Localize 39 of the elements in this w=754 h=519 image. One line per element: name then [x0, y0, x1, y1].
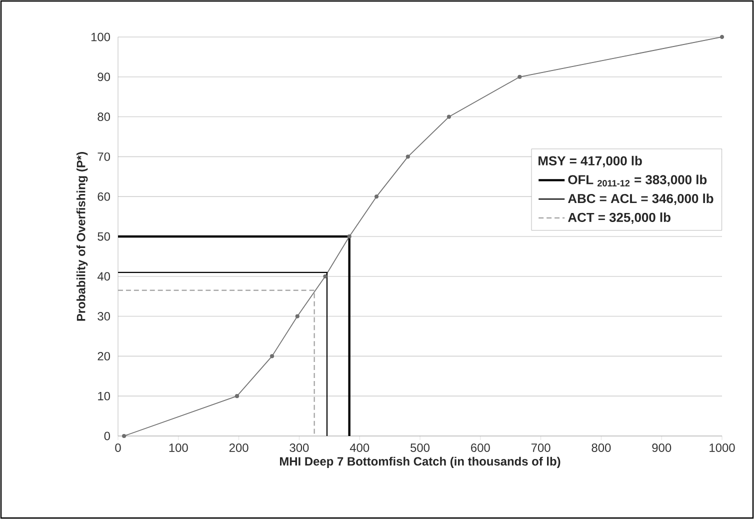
y-tick-label: 30	[98, 312, 110, 321]
y-tick-label: 10	[98, 392, 110, 400]
x-tick-label: 900	[652, 444, 672, 452]
x-tick-label: 600	[471, 444, 490, 452]
y-axis-title: Probability of Overfishing (P*)	[76, 152, 88, 321]
point	[406, 154, 410, 159]
point	[446, 114, 452, 119]
y-tick-label: 0	[104, 432, 110, 440]
x-tick-label: 300	[290, 444, 309, 452]
x-tick-label: 0	[115, 444, 121, 452]
y-tick-label: 60	[98, 192, 110, 201]
point	[122, 434, 126, 438]
y-tick-label: 20	[98, 352, 110, 360]
y-tick-label: 50	[98, 232, 110, 241]
x-tick-label: 800	[592, 444, 611, 452]
x-tick-label: 200	[229, 444, 248, 452]
point	[323, 274, 328, 278]
y-tick-label: 100	[91, 32, 110, 42]
x-tick-label: 400	[350, 444, 370, 452]
point	[374, 194, 379, 199]
x-axis-title: MHI Deep 7 Bottomfish Catch (in thousands of lb)	[280, 456, 560, 468]
x-tick-label: 100	[169, 444, 188, 452]
legend-title: MSY = 417,000 lb	[538, 156, 642, 168]
legend-label: ABC = ACL = 346,000 lb	[568, 194, 714, 206]
y-tick-label: 90	[98, 72, 110, 82]
point	[347, 234, 352, 239]
x-tick-label: 1000	[710, 444, 735, 452]
legend-label: OFL $_{2011-12}$ = 383,000 lb	[568, 174, 707, 186]
point	[270, 354, 274, 358]
point	[295, 314, 300, 318]
x-tick-label: 500	[410, 444, 430, 452]
y-tick-label: 80	[98, 112, 110, 122]
legend-label: ACT = 325,000 lb	[568, 212, 670, 224]
point	[518, 74, 522, 79]
x-tick-label: 700	[531, 444, 550, 452]
point	[720, 34, 724, 40]
y-tick-label: 70	[98, 152, 110, 161]
point	[234, 394, 240, 398]
y-tick-label: 40	[97, 272, 110, 281]
